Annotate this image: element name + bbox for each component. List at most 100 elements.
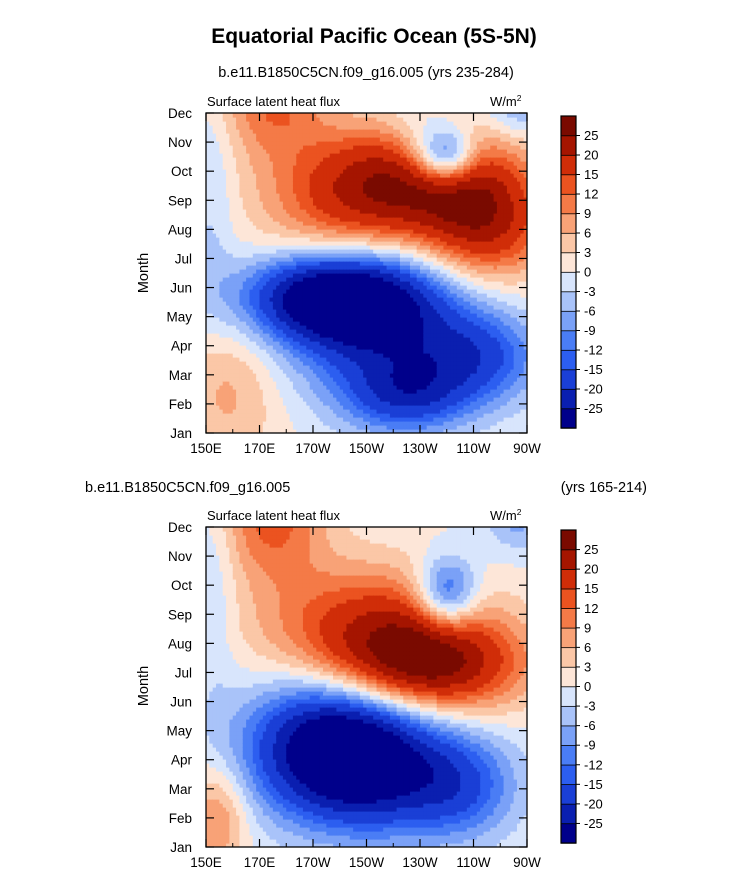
field-cell	[316, 285, 321, 290]
field-cell	[353, 409, 358, 414]
field-cell	[246, 117, 251, 122]
field-cell	[302, 265, 307, 270]
field-cell	[249, 153, 254, 158]
field-cell	[329, 221, 334, 226]
field-cell	[289, 133, 294, 138]
field-cell	[376, 325, 381, 330]
field-cell	[269, 365, 274, 370]
field-cell	[296, 165, 301, 170]
field-cell	[366, 373, 371, 378]
field-cell	[409, 313, 414, 318]
field-cell	[269, 197, 274, 202]
field-cell	[246, 305, 251, 310]
field-cell	[363, 401, 368, 406]
field-cell	[246, 129, 251, 134]
field-cell	[212, 321, 217, 326]
field-cell	[359, 397, 364, 402]
field-cell	[369, 293, 374, 298]
field-cell	[386, 257, 391, 262]
field-cell	[316, 193, 321, 198]
field-cell	[216, 321, 220, 326]
field-cell	[349, 401, 354, 406]
field-cell	[242, 181, 247, 186]
field-cell	[366, 313, 371, 318]
field-cell	[269, 297, 274, 302]
field-cell	[306, 201, 311, 206]
field-cell	[286, 361, 291, 366]
field-cell	[236, 165, 241, 170]
field-cell	[413, 417, 418, 422]
field-cell	[302, 153, 307, 158]
field-cell	[236, 125, 241, 130]
field-cell	[356, 177, 361, 182]
field-cell	[299, 117, 304, 122]
field-cell	[269, 289, 274, 294]
field-cell	[359, 329, 364, 334]
field-cell	[286, 325, 291, 330]
field-cell	[389, 177, 394, 182]
field-cell	[296, 265, 301, 270]
field-cell	[356, 117, 361, 122]
field-cell	[259, 361, 264, 366]
field-cell	[403, 133, 408, 138]
field-cell	[242, 413, 247, 418]
field-cell	[313, 337, 317, 342]
field-cell	[272, 309, 277, 314]
field-cell	[259, 273, 264, 278]
field-cell	[252, 249, 257, 254]
field-cell	[249, 245, 254, 250]
field-cell	[349, 389, 354, 394]
field-cell	[393, 245, 398, 250]
field-cell	[409, 121, 414, 126]
field-cell	[319, 245, 324, 250]
field-cell	[206, 317, 210, 322]
field-cell	[296, 157, 301, 162]
field-cell	[363, 313, 368, 318]
field-cell	[359, 245, 364, 250]
field-cell	[326, 373, 331, 378]
field-cell	[386, 401, 391, 406]
field-cell	[359, 205, 364, 210]
field-cell	[299, 373, 304, 378]
field-cell	[209, 341, 214, 346]
field-cell	[249, 149, 254, 154]
field-cell	[272, 357, 277, 362]
field-cell	[329, 253, 334, 258]
field-cell	[413, 313, 418, 318]
field-cell	[299, 213, 304, 218]
field-cell	[343, 141, 348, 146]
field-cell	[279, 413, 284, 418]
field-cell	[239, 133, 244, 138]
field-cell	[279, 361, 284, 366]
field-cell	[216, 129, 220, 134]
field-cell	[216, 385, 220, 390]
field-cell	[386, 353, 391, 358]
field-cell	[343, 289, 348, 294]
field-cell	[279, 225, 284, 230]
field-cell	[406, 317, 411, 322]
field-cell	[226, 261, 230, 266]
field-cell	[366, 121, 371, 126]
field-cell	[326, 325, 331, 330]
field-cell	[289, 301, 294, 306]
field-cell	[242, 241, 247, 246]
field-cell	[329, 173, 334, 178]
field-cell	[256, 205, 261, 210]
field-cell	[212, 393, 217, 398]
field-cell	[309, 357, 314, 362]
field-cell	[286, 125, 291, 130]
field-cell	[219, 113, 224, 118]
field-cell	[403, 141, 408, 146]
field-cell	[306, 397, 311, 402]
field-cell	[403, 233, 408, 238]
field-cell	[393, 333, 398, 338]
field-cell	[406, 333, 411, 338]
field-cell	[282, 149, 287, 154]
field-cell	[309, 425, 314, 430]
field-cell	[409, 353, 414, 358]
field-cell	[229, 241, 234, 246]
field-cell	[292, 153, 297, 158]
field-cell	[403, 329, 408, 334]
field-cell	[242, 349, 247, 354]
